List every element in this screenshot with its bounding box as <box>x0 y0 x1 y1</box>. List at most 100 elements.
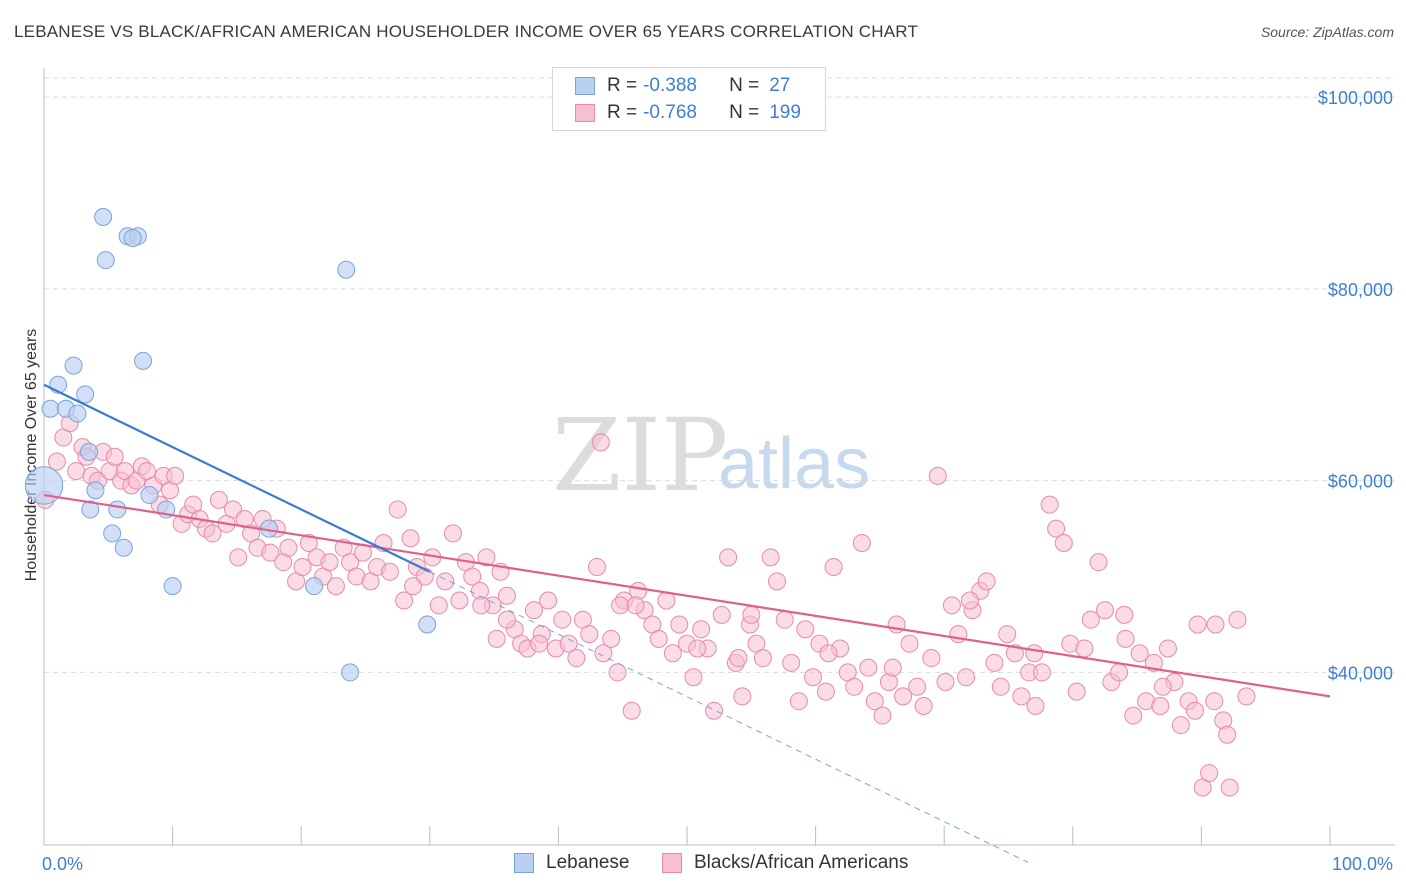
data-point <box>1220 778 1239 797</box>
data-point <box>865 692 884 711</box>
data-point <box>991 677 1010 696</box>
data-point <box>960 591 979 610</box>
data-point <box>1110 663 1129 682</box>
trend-lines <box>43 383 1331 863</box>
data-point <box>524 601 543 620</box>
data-point <box>688 639 707 658</box>
data-point <box>163 577 182 596</box>
data-point <box>1124 706 1143 725</box>
data-point <box>96 251 115 270</box>
data-point <box>1206 615 1225 634</box>
data-point <box>942 596 961 615</box>
data-point <box>1115 605 1134 624</box>
x-tick-label: 100.0% <box>1332 854 1393 874</box>
black-legend-swatch <box>662 853 682 873</box>
data-point <box>761 548 780 567</box>
data-point <box>209 490 228 509</box>
watermark-atlas: atlas <box>718 424 870 504</box>
data-point <box>1171 716 1190 735</box>
data-point <box>816 682 835 701</box>
data-point <box>76 385 95 404</box>
data-point <box>229 548 248 567</box>
legend-label-black: Blacks/African Americans <box>694 852 909 873</box>
data-point <box>928 466 947 485</box>
data-point <box>114 538 133 557</box>
data-point <box>404 577 423 596</box>
data-point <box>883 658 902 677</box>
data-point <box>68 404 87 423</box>
n-value-black: 199 <box>769 102 801 123</box>
data-point <box>380 562 399 581</box>
y-axis-label: Householder Income Over 65 years <box>23 329 40 582</box>
data-point <box>81 500 100 519</box>
data-point <box>591 433 610 452</box>
data-point <box>692 620 711 639</box>
data-point <box>1237 687 1256 706</box>
trend-line-lebanese <box>43 383 431 573</box>
data-point <box>497 586 516 605</box>
data-point <box>580 625 599 644</box>
data-point <box>487 629 506 648</box>
data-point <box>894 687 913 706</box>
data-point <box>1151 696 1170 715</box>
data-point <box>657 591 676 610</box>
data-point <box>388 500 407 519</box>
data-point <box>463 567 482 586</box>
data-point <box>663 644 682 663</box>
data-point <box>1005 644 1024 663</box>
data-point <box>819 644 838 663</box>
data-point <box>105 447 124 466</box>
data-point <box>622 701 641 720</box>
data-point <box>1075 639 1094 658</box>
data-point <box>611 596 630 615</box>
y-tick-label: $40,000 <box>1328 663 1393 683</box>
data-point <box>719 548 738 567</box>
data-point <box>497 610 516 629</box>
data-point <box>539 591 558 610</box>
data-point <box>123 229 142 248</box>
data-point <box>587 557 606 576</box>
data-point <box>24 466 64 505</box>
y-axis-title: Householder Income Over 65 years <box>23 329 40 582</box>
y-tick-label: $60,000 <box>1328 472 1393 492</box>
data-point <box>782 653 801 672</box>
data-point <box>108 500 127 519</box>
data-point <box>729 649 748 668</box>
gridlines <box>44 77 1395 673</box>
data-point <box>712 605 731 624</box>
data-point <box>733 687 752 706</box>
r-value-lebanese: -0.388 <box>643 75 697 96</box>
data-point <box>166 466 185 485</box>
data-point <box>103 524 122 543</box>
data-point <box>450 591 469 610</box>
data-point <box>1067 682 1086 701</box>
data-point <box>530 634 549 653</box>
y-tick-label: $100,000 <box>1318 88 1393 108</box>
y-tick-label: $80,000 <box>1328 280 1393 300</box>
data-point <box>477 548 496 567</box>
n-label: N = <box>729 102 760 123</box>
legend-item-black: Blacks/African Americans <box>662 852 908 874</box>
data-point <box>1185 701 1204 720</box>
data-point <box>567 649 586 668</box>
data-point <box>443 524 462 543</box>
data-point <box>768 572 787 591</box>
data-point <box>859 658 878 677</box>
data-point <box>608 663 627 682</box>
data-point <box>305 577 324 596</box>
axes <box>43 68 1395 846</box>
data-point <box>341 663 360 682</box>
data-point <box>1116 629 1135 648</box>
data-point <box>957 668 976 687</box>
series-black-points <box>36 414 1256 797</box>
data-point <box>922 649 941 668</box>
data-point <box>684 668 703 687</box>
lebanese-swatch <box>575 77 595 95</box>
data-point <box>80 442 99 461</box>
data-point <box>436 572 455 591</box>
data-point <box>337 260 356 279</box>
legend-row-black: R = -0.768 N = 199 <box>575 101 801 125</box>
data-point <box>1081 610 1100 629</box>
data-point <box>602 629 621 648</box>
data-point <box>67 462 86 481</box>
